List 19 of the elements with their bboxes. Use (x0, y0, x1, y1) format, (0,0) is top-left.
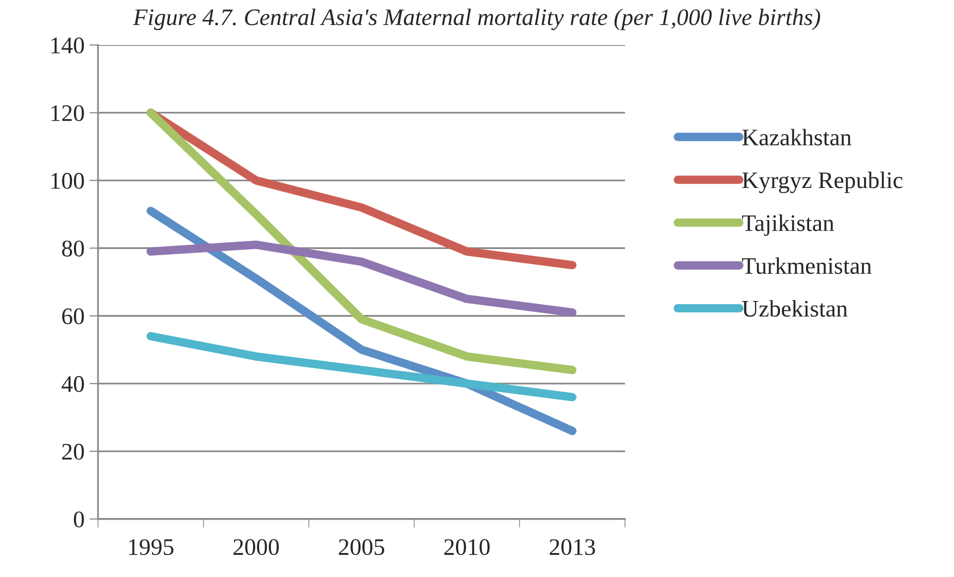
y-tick-label: 40 (62, 376, 84, 392)
x-tick-label: 2000 (234, 539, 279, 556)
x-tick-label: 2013 (550, 539, 595, 556)
legend-label: Tajikistan (742, 214, 834, 236)
y-tick-label: 120 (51, 105, 84, 122)
x-tick-label: 1995 (129, 539, 174, 556)
y-tick-label: 0 (74, 511, 84, 528)
x-tick-label: 2005 (338, 539, 384, 556)
legend-label: Turkmenistan (742, 257, 872, 274)
y-tick-label: 20 (62, 444, 84, 460)
y-tick-label: 140 (51, 37, 84, 54)
y-tick-label: 60 (62, 308, 84, 324)
legend-label: Kyrgyz Republic (742, 172, 902, 194)
legend-label: Kazakhstan (742, 128, 852, 146)
legend-label: Uzbekistan (742, 300, 848, 317)
chart-title: Figure 4.7. Central Asia's Maternal mortality rate (per 1,000 live births) (132, 8, 820, 30)
y-tick-label: 100 (51, 172, 84, 189)
x-tick-label: 2010 (444, 539, 490, 556)
y-tick-label: 80 (62, 240, 84, 257)
